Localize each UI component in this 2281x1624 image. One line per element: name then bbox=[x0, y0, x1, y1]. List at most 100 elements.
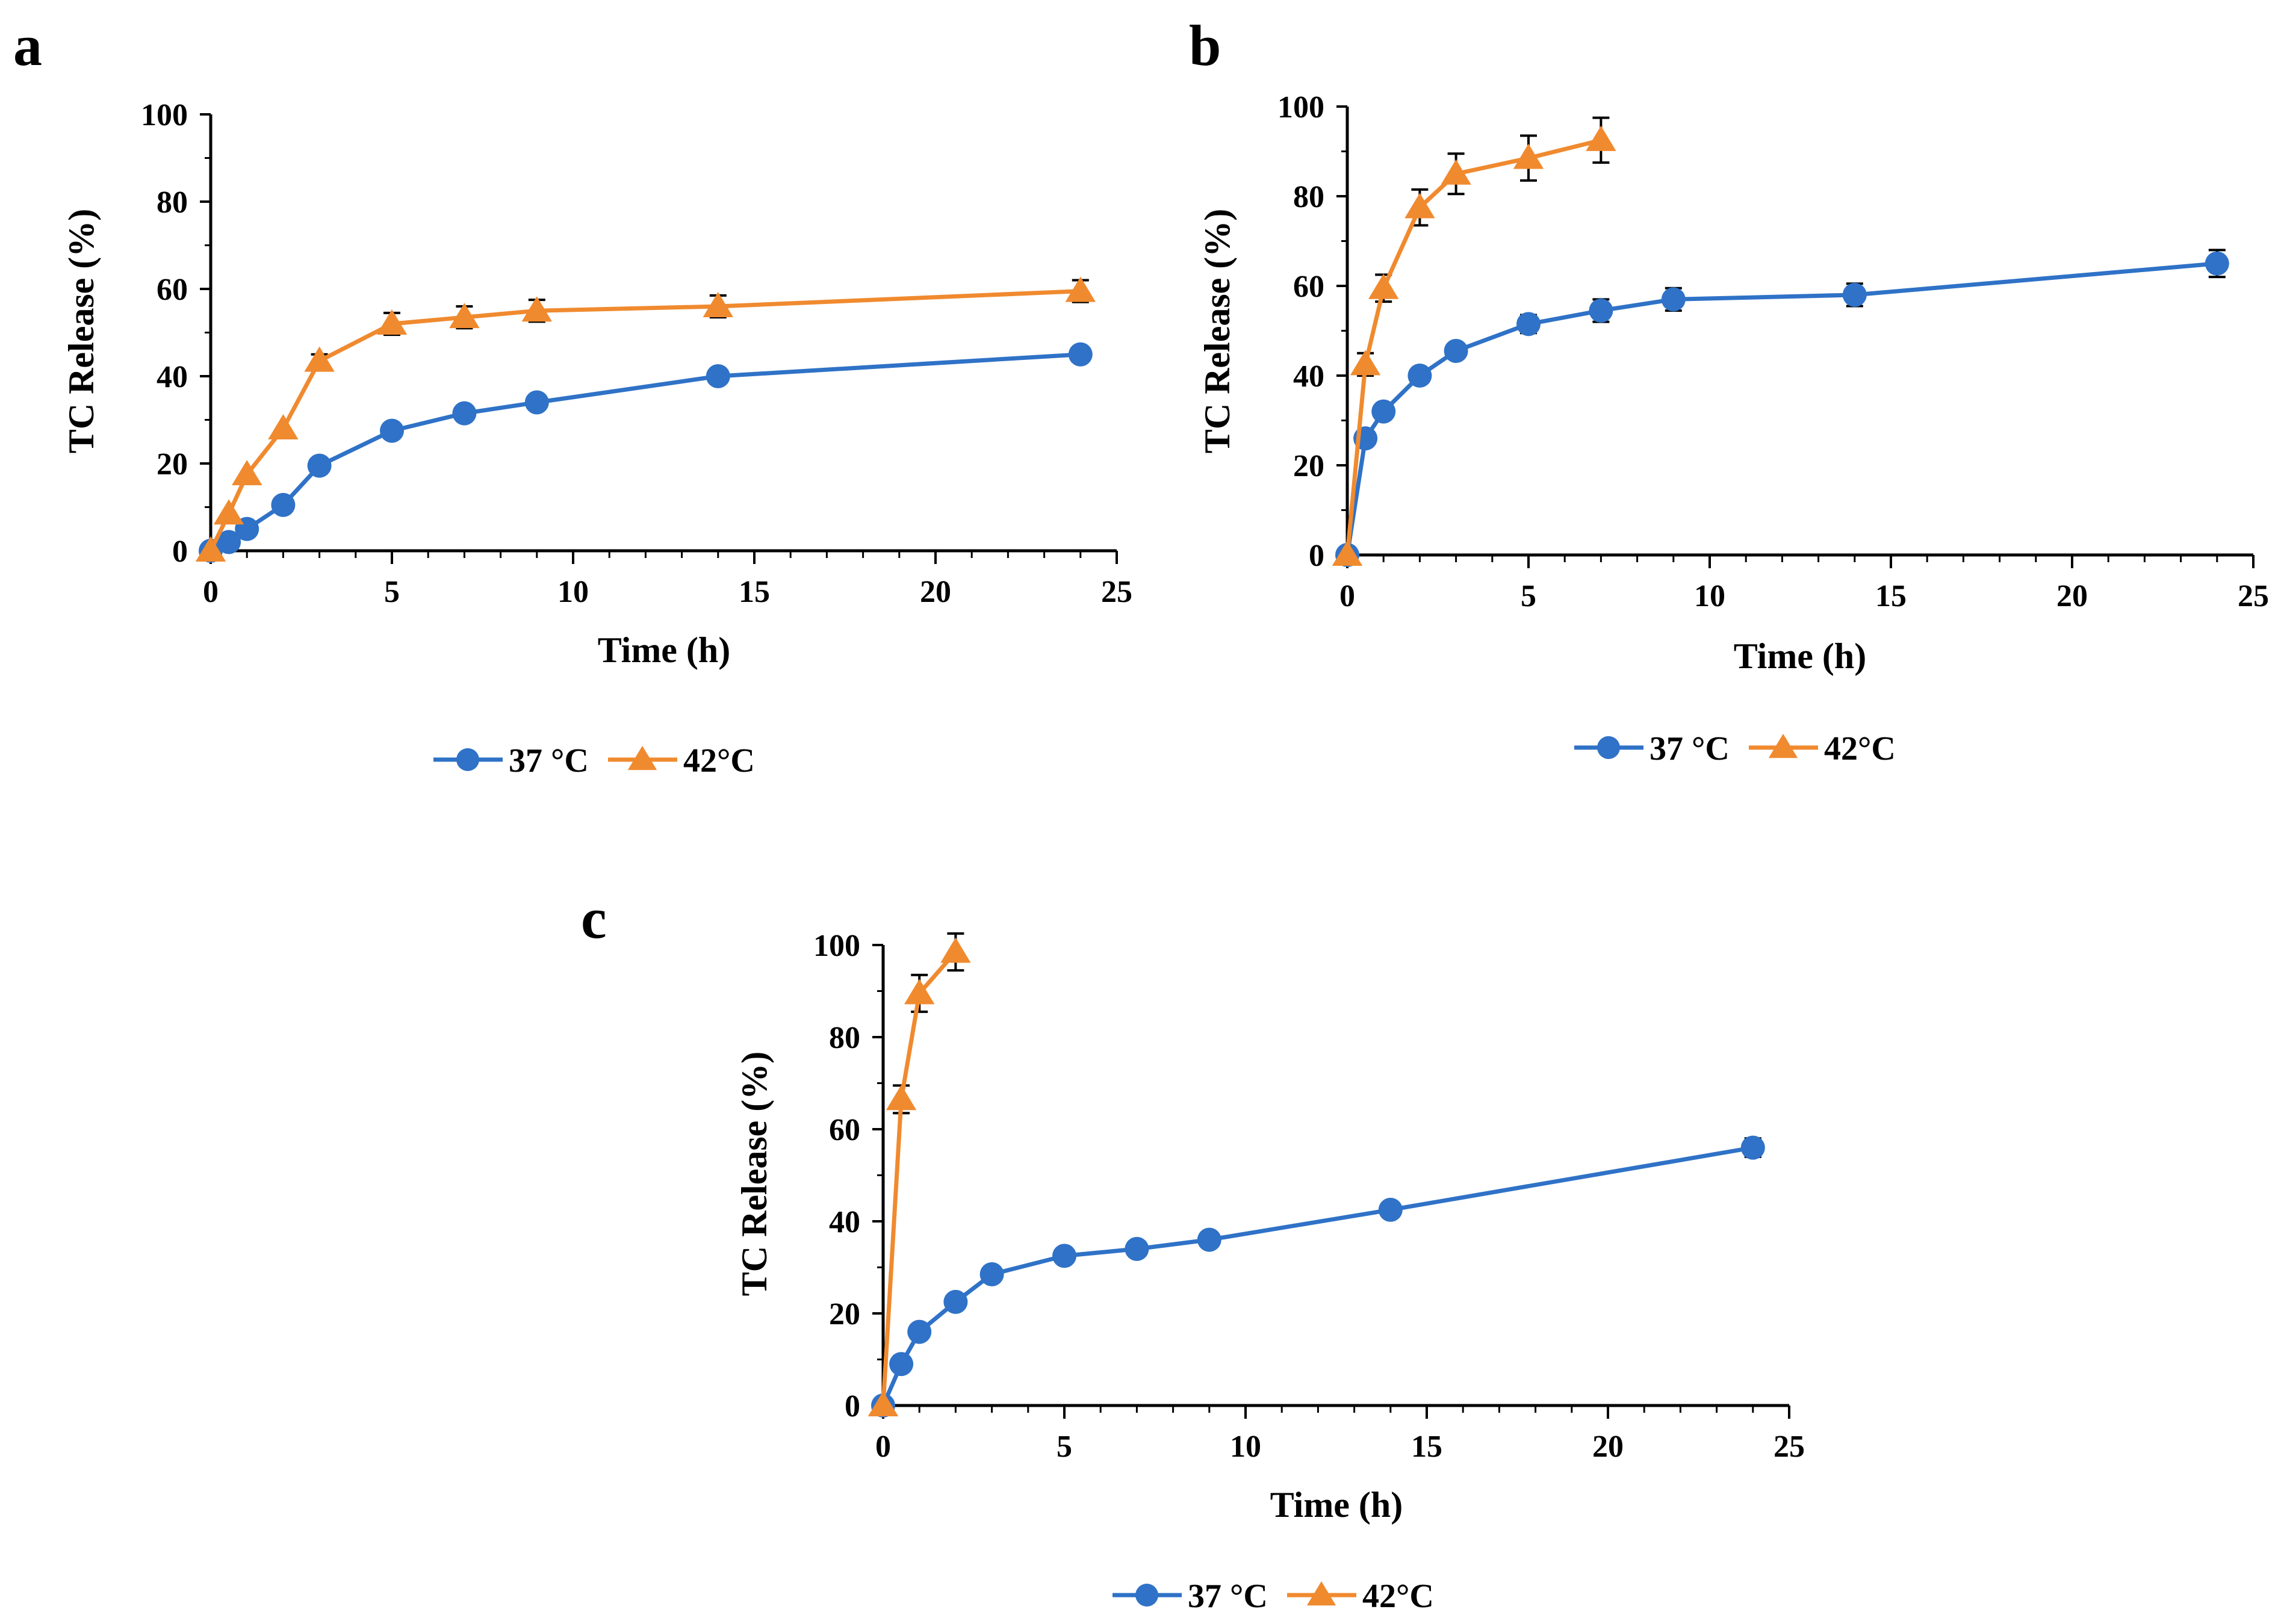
data-point-37c bbox=[380, 418, 404, 443]
data-point-37c bbox=[706, 364, 730, 388]
data-point-42c bbox=[1332, 541, 1363, 566]
data-point-37c bbox=[1407, 364, 1432, 388]
y-tick-label: 0 bbox=[845, 1389, 860, 1424]
series-line-37c bbox=[209, 352, 1081, 553]
x-axis-title: Time (h) bbox=[1734, 636, 1867, 676]
y-tick-label: 100 bbox=[813, 929, 860, 963]
x-tick-label: 10 bbox=[1694, 579, 1725, 613]
x-axis-title: Time (h) bbox=[598, 630, 731, 670]
data-point-37c bbox=[1371, 399, 1396, 424]
data-point-42c bbox=[1513, 143, 1544, 169]
data-point-42c bbox=[376, 309, 408, 335]
legend-marker-42c bbox=[1768, 734, 1798, 758]
y-tick-label: 60 bbox=[829, 1113, 860, 1147]
legend-label-37c: 37 °C bbox=[509, 742, 589, 779]
data-point-42c bbox=[268, 414, 299, 439]
x-tick-label: 0 bbox=[875, 1430, 891, 1464]
x-axis-title: Time (h) bbox=[1270, 1485, 1403, 1525]
data-point-37c bbox=[524, 390, 549, 415]
legend-marker-37c bbox=[456, 748, 479, 771]
legend-marker-37c bbox=[1597, 736, 1620, 759]
data-point-37c bbox=[452, 401, 477, 426]
data-point-42c bbox=[1065, 276, 1096, 302]
data-point-42c bbox=[304, 346, 335, 372]
data-point-42c bbox=[1350, 350, 1381, 376]
data-point-42c bbox=[1586, 125, 1616, 151]
data-point-37c bbox=[1068, 342, 1093, 367]
series-line-42c bbox=[881, 950, 958, 1406]
data-point-42c bbox=[904, 979, 935, 1005]
y-tick-label: 20 bbox=[829, 1297, 860, 1331]
data-point-42c bbox=[521, 296, 552, 322]
y-tick-label: 80 bbox=[829, 1021, 860, 1055]
data-point-37c bbox=[2205, 251, 2229, 276]
y-tick-label: 0 bbox=[172, 535, 188, 569]
legend-label-42c: 42°C bbox=[1824, 730, 1896, 767]
legend-marker-37c bbox=[1135, 1584, 1158, 1607]
series-line-37c bbox=[1345, 261, 2218, 556]
x-tick-label: 10 bbox=[557, 575, 589, 609]
data-point-37c bbox=[1197, 1227, 1221, 1252]
data-point-42c bbox=[232, 460, 262, 486]
y-axis-title: TC Release (%) bbox=[734, 1052, 774, 1297]
data-point-37c bbox=[1444, 339, 1468, 364]
data-point-42c bbox=[1404, 193, 1435, 218]
x-tick-label: 15 bbox=[1875, 579, 1907, 613]
panel-letter: b bbox=[1189, 13, 1221, 78]
data-point-42c bbox=[1368, 273, 1399, 299]
x-tick-label: 15 bbox=[1411, 1430, 1442, 1464]
data-point-42c bbox=[886, 1085, 917, 1111]
data-point-37c bbox=[1378, 1197, 1403, 1222]
data-point-37c bbox=[271, 492, 296, 517]
legend-label-37c: 37 °C bbox=[1649, 730, 1730, 767]
data-point-37c bbox=[943, 1289, 968, 1314]
y-tick-label: 40 bbox=[829, 1205, 860, 1239]
data-point-37c bbox=[1589, 298, 1613, 323]
data-point-37c bbox=[217, 530, 241, 554]
x-tick-label: 5 bbox=[1057, 1430, 1072, 1464]
data-point-37c bbox=[1516, 312, 1541, 336]
y-tick-label: 0 bbox=[1309, 539, 1324, 573]
chart-panel-a: a 0 5 10 15 20 25 0 20 40 60 80 100 Time (h) TC Releas… bbox=[13, 13, 1132, 779]
y-tick-label: 60 bbox=[1293, 270, 1324, 304]
x-tick-label: 5 bbox=[1521, 579, 1536, 613]
y-axis-title: TC Release (%) bbox=[61, 209, 101, 454]
x-tick-label: 10 bbox=[1230, 1430, 1261, 1464]
data-point-37c bbox=[307, 453, 332, 478]
x-tick-label: 20 bbox=[920, 575, 951, 609]
data-point-42c bbox=[195, 536, 226, 562]
series-line-42c bbox=[1345, 138, 1602, 556]
x-tick-label: 25 bbox=[1101, 575, 1132, 609]
legend-label-42c: 42°C bbox=[683, 742, 755, 779]
series-line-37c bbox=[881, 1145, 1754, 1407]
x-tick-label: 15 bbox=[739, 575, 770, 609]
data-point-42c bbox=[213, 499, 244, 525]
panel-letter: c bbox=[581, 886, 607, 950]
chart-panel-b: b 0 5 10 15 20 25 0 20 40 60 80 100 Time (h) TC Releas… bbox=[1189, 13, 2269, 767]
x-tick-label: 20 bbox=[1592, 1430, 1624, 1464]
legend-label-42c: 42°C bbox=[1362, 1578, 1434, 1615]
legend-label-37c: 37 °C bbox=[1188, 1578, 1268, 1615]
data-point-37c bbox=[907, 1319, 932, 1344]
data-point-37c bbox=[889, 1352, 914, 1377]
y-tick-label: 80 bbox=[157, 185, 188, 220]
data-point-37c bbox=[1052, 1244, 1076, 1268]
data-point-42c bbox=[867, 1391, 899, 1416]
y-tick-label: 100 bbox=[1277, 90, 1324, 125]
y-axis-title: TC Release (%) bbox=[1197, 209, 1237, 454]
series-line-42c bbox=[208, 289, 1081, 552]
data-point-42c bbox=[703, 292, 733, 317]
data-point-42c bbox=[1441, 159, 1471, 185]
x-tick-label: 5 bbox=[384, 575, 400, 609]
y-tick-label: 40 bbox=[1293, 359, 1324, 394]
data-point-37c bbox=[979, 1262, 1004, 1286]
data-point-37c bbox=[1740, 1135, 1765, 1160]
x-tick-label: 0 bbox=[1339, 579, 1355, 613]
legend-marker-42c bbox=[1306, 1581, 1336, 1606]
data-point-37c bbox=[1661, 287, 1686, 312]
legend-marker-42c bbox=[627, 746, 657, 770]
y-tick-label: 80 bbox=[1293, 180, 1324, 214]
data-point-37c bbox=[1125, 1236, 1149, 1261]
x-tick-label: 20 bbox=[2056, 579, 2088, 613]
